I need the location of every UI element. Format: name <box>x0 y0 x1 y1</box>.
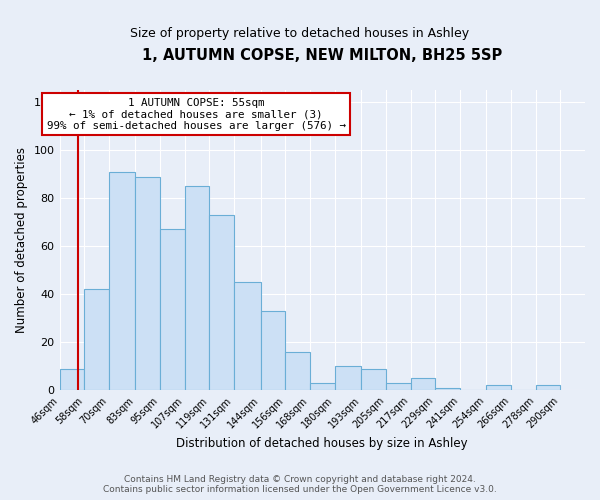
Bar <box>234 282 260 391</box>
Bar <box>160 230 185 390</box>
Bar <box>410 378 435 390</box>
Bar <box>84 290 109 390</box>
Bar <box>286 352 310 391</box>
Text: 1 AUTUMN COPSE: 55sqm
← 1% of detached houses are smaller (3)
99% of semi-detach: 1 AUTUMN COPSE: 55sqm ← 1% of detached h… <box>47 98 346 131</box>
Bar <box>185 186 209 390</box>
X-axis label: Distribution of detached houses by size in Ashley: Distribution of detached houses by size … <box>176 437 468 450</box>
Y-axis label: Number of detached properties: Number of detached properties <box>15 147 28 333</box>
Bar <box>260 311 286 390</box>
Bar <box>109 172 136 390</box>
Bar <box>536 386 560 390</box>
Title: 1, AUTUMN COPSE, NEW MILTON, BH25 5SP: 1, AUTUMN COPSE, NEW MILTON, BH25 5SP <box>142 48 502 62</box>
Bar <box>59 368 84 390</box>
Bar <box>386 383 410 390</box>
Bar <box>209 215 234 390</box>
Bar <box>136 176 160 390</box>
Bar <box>435 388 460 390</box>
Bar <box>335 366 361 390</box>
Bar <box>310 383 335 390</box>
Text: Size of property relative to detached houses in Ashley: Size of property relative to detached ho… <box>130 28 470 40</box>
Bar <box>487 386 511 390</box>
Text: Contains HM Land Registry data © Crown copyright and database right 2024.
Contai: Contains HM Land Registry data © Crown c… <box>103 474 497 494</box>
Bar <box>361 368 386 390</box>
